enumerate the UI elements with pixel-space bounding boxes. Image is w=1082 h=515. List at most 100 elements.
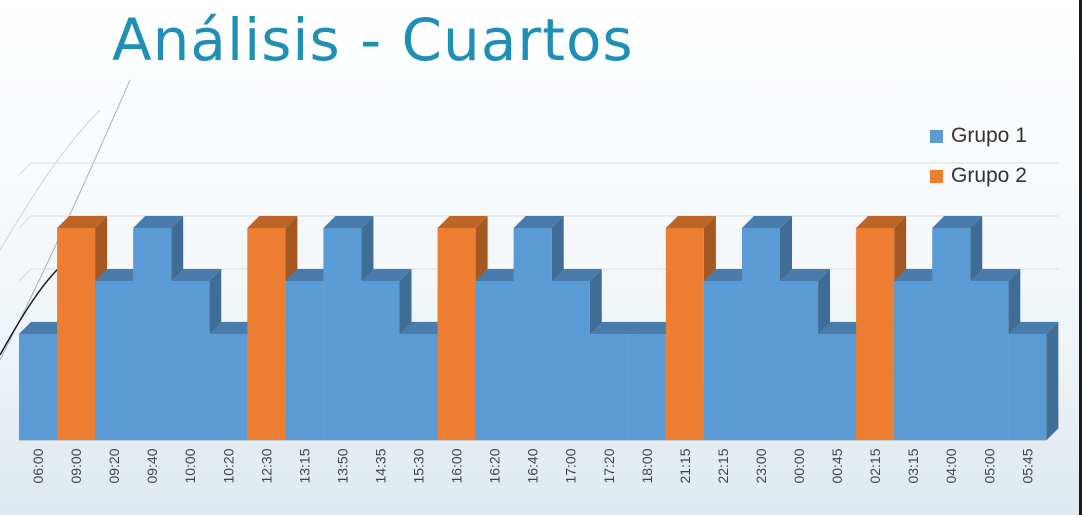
bar-grupo-1 [551, 269, 602, 440]
bar-front [932, 228, 971, 440]
legend-swatch-grupo-1 [930, 129, 943, 143]
legend-label-grupo-2: Grupo 2 [951, 164, 1027, 187]
x-tick-label: 00:45 [829, 448, 845, 483]
bar-top [95, 269, 146, 281]
bar-front [247, 228, 286, 440]
x-tick-label: 16:40 [525, 448, 541, 483]
bar-top [856, 216, 907, 228]
bar-front [19, 334, 58, 440]
legend-swatch-grupo-2 [930, 169, 943, 183]
x-tick-label: 16:20 [487, 448, 503, 483]
right-border [1079, 0, 1082, 515]
bar-top [247, 216, 298, 228]
bar-front [323, 228, 362, 440]
x-tick-label: 15:30 [411, 448, 427, 483]
bar-top [703, 269, 754, 281]
x-tick-label: 13:50 [334, 448, 350, 483]
x-tick-label: 09:40 [144, 448, 160, 483]
bar-top [970, 269, 1021, 281]
bar-top [475, 269, 526, 281]
bar-top [19, 322, 70, 334]
bar-grupo-1 [171, 269, 222, 440]
bar-front [856, 228, 895, 440]
x-tick-label: 09:00 [68, 448, 84, 483]
legend-item-grupo-1: Grupo 1 [930, 116, 1027, 156]
bar-top [133, 216, 184, 228]
x-tick-label: 04:00 [943, 448, 959, 483]
x-tick-label: 10:00 [182, 448, 198, 483]
bar-front [437, 228, 476, 440]
bar-top [741, 216, 792, 228]
bar-top [513, 216, 564, 228]
bar-top [780, 269, 831, 281]
bar-front [95, 281, 134, 440]
bar-front [780, 281, 819, 440]
x-tick-label: 17:00 [563, 448, 579, 483]
bar-front [209, 334, 248, 440]
bar-front [627, 334, 666, 440]
bar-front [133, 228, 172, 440]
bar-front [589, 334, 628, 440]
bar-top [551, 269, 602, 281]
bar-side [1046, 322, 1059, 440]
bar-top [894, 269, 945, 281]
bar-front [551, 281, 590, 440]
bar-front [285, 281, 324, 440]
x-tick-label: 00:00 [791, 448, 807, 483]
bar-top [323, 216, 374, 228]
x-tick-label: 03:15 [905, 448, 921, 483]
bar-front [665, 228, 704, 440]
bar-front [703, 281, 742, 440]
bar-front [475, 281, 514, 440]
x-tick-label: 05:00 [981, 448, 997, 483]
x-tick-label: 13:15 [296, 448, 312, 483]
x-tick-label: 05:45 [1019, 448, 1035, 483]
bar-top [665, 216, 716, 228]
x-tick-label: 09:20 [106, 448, 122, 483]
bar-front [361, 281, 400, 440]
bar-front [741, 228, 780, 440]
bar-top [437, 216, 488, 228]
x-tick-label: 21:15 [677, 448, 693, 483]
bar-front [513, 228, 552, 440]
legend-item-grupo-2: Grupo 2 [930, 156, 1027, 196]
bar-front [1008, 334, 1047, 440]
bar-top [57, 216, 108, 228]
bar-top [589, 322, 640, 334]
bar-front [818, 334, 857, 440]
x-tick-label: 23:00 [753, 448, 769, 483]
x-tick-label: 16:00 [449, 448, 465, 483]
legend-label-grupo-1: Grupo 1 [951, 124, 1027, 147]
gridline-edge [18, 162, 32, 176]
x-tick-label: 22:15 [715, 448, 731, 483]
x-tick-label: 12:30 [258, 448, 274, 483]
bar-front [399, 334, 438, 440]
gridline-edge [18, 215, 32, 229]
bar-grupo-1 [133, 216, 184, 440]
bar-top [399, 322, 450, 334]
bar-top [818, 322, 869, 334]
bar-top [171, 269, 222, 281]
gridline-edge [18, 268, 32, 282]
x-tick-label: 14:35 [372, 448, 388, 483]
bar-front [894, 281, 933, 440]
chart-legend: Grupo 1 Grupo 2 [930, 116, 1027, 196]
bar-grupo-1 [1008, 322, 1059, 440]
page-title: Análisis - Cuartos [112, 6, 634, 74]
bar-top [932, 216, 983, 228]
x-tick-label: 02:15 [867, 448, 883, 483]
bar-top [627, 322, 678, 334]
x-tick-label: 10:20 [220, 448, 236, 483]
bar-front [171, 281, 210, 440]
bar-top [285, 269, 336, 281]
bar-top [209, 322, 260, 334]
bar-top [1008, 322, 1059, 334]
bar-front [57, 228, 96, 440]
bar-front [970, 281, 1009, 440]
bar-top [361, 269, 412, 281]
x-tick-label: 17:20 [601, 448, 617, 483]
x-tick-label: 06:00 [30, 448, 46, 483]
bar-grupo-1 [361, 269, 412, 440]
x-tick-label: 18:00 [639, 448, 655, 483]
